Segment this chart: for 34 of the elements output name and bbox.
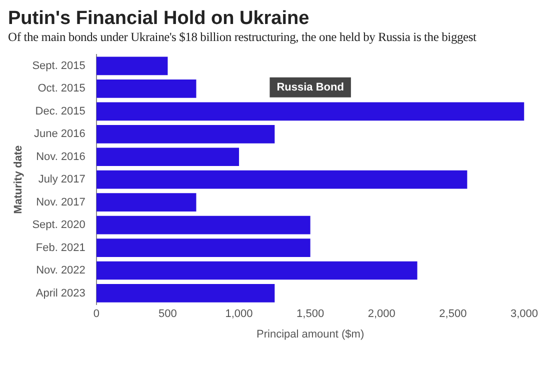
chart-subtitle: Of the main bonds under Ukraine's $18 billion restructuring, the one held by Russia is the biggest <box>8 30 478 45</box>
bar <box>96 216 310 234</box>
x-axis-title: Principal amount ($m) <box>256 328 364 340</box>
x-tick-label: 1,000 <box>225 308 253 320</box>
x-tick-label: 2,000 <box>368 308 396 320</box>
x-tick-label: 2,500 <box>439 308 467 320</box>
x-tick-label: 1,500 <box>296 308 324 320</box>
bar <box>96 284 275 302</box>
x-tick-label: 3,000 <box>510 308 538 320</box>
bar <box>96 124 275 144</box>
bar <box>96 148 240 166</box>
y-tick-label: Nov. 2016 <box>36 150 86 163</box>
bar <box>96 56 168 76</box>
y-tick-label: Dec. 2015 <box>35 105 86 118</box>
x-tick-label: 500 <box>158 308 177 320</box>
y-tick-label: Sept. 2015 <box>32 60 86 72</box>
y-tick-label: Sept. 2020 <box>32 219 86 232</box>
y-axis-title: Maturity date <box>12 145 25 214</box>
y-tick-label: June 2016 <box>34 128 86 140</box>
annotation: Russia Bond <box>276 81 344 94</box>
bar <box>96 170 468 189</box>
y-tick-label: Feb. 2021 <box>36 242 86 254</box>
bar <box>96 80 196 98</box>
y-tick-label: July 2017 <box>38 174 86 186</box>
y-tick-label: Nov. 2017 <box>36 196 86 208</box>
x-tick-label: 0 <box>93 308 100 320</box>
bar <box>96 193 196 212</box>
bar <box>96 261 418 280</box>
y-tick-label: April 2023 <box>36 287 86 300</box>
y-tick-label: Oct. 2015 <box>38 82 86 95</box>
y-tick-label: Nov. 2022 <box>36 264 86 277</box>
chart-title: Putin's Financial Hold on Ukraine <box>8 8 310 30</box>
bar <box>96 102 524 121</box>
bar <box>96 238 310 257</box>
